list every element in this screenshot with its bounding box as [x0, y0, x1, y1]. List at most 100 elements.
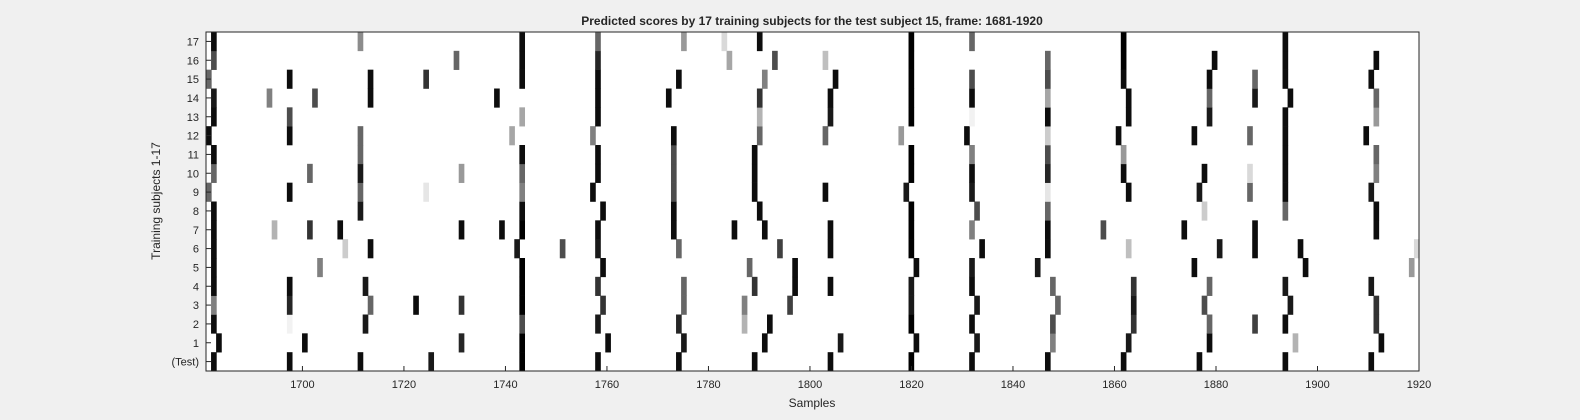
heatmap-cell: [721, 32, 728, 52]
heatmap-cell: [1373, 163, 1380, 183]
y-tick-label: (Test): [172, 357, 200, 369]
heatmap-cell: [595, 107, 601, 127]
heatmap-cell: [605, 333, 611, 353]
heatmap-cell: [1252, 88, 1258, 108]
heatmap-cell: [357, 126, 364, 146]
heatmap-cell: [1373, 314, 1380, 334]
heatmap-cell: [1368, 69, 1375, 89]
heatmap-cell: [670, 220, 677, 240]
heatmap-cell: [1216, 239, 1223, 259]
heatmap-cell: [307, 163, 313, 183]
heatmap-cell: [1363, 126, 1370, 146]
heatmap-cell: [458, 220, 465, 240]
heatmap-cell: [1044, 182, 1051, 202]
heatmap-cell: [342, 239, 349, 259]
heatmap-cell: [519, 314, 526, 334]
heatmap-cell: [676, 314, 682, 334]
heatmap-cell: [1044, 69, 1051, 89]
heatmap-cell: [286, 182, 293, 202]
heatmap-cell: [211, 32, 217, 52]
heatmap-cell: [590, 182, 596, 202]
heatmap-cell: [1252, 239, 1258, 259]
heatmap-cell: [211, 220, 217, 240]
heatmap-cell: [286, 107, 293, 127]
heatmap-cell: [1373, 145, 1380, 165]
heatmap-cell: [979, 239, 985, 259]
x-tick-label: 1760: [595, 379, 619, 391]
heatmap-cell: [670, 126, 677, 146]
heatmap-cell: [731, 220, 738, 240]
heatmap-cell: [1044, 352, 1051, 372]
heatmap-cell: [519, 333, 526, 353]
heatmap-cell: [357, 145, 364, 165]
heatmap-cell: [1034, 258, 1041, 278]
x-tick-label: 1880: [1204, 379, 1228, 391]
heatmap-cell: [1044, 201, 1051, 221]
heatmap-cell: [519, 295, 526, 315]
heatmap-cell: [302, 333, 308, 353]
heatmap-cell: [908, 276, 915, 296]
heatmap-cell: [822, 126, 829, 146]
heatmap-cell: [1373, 50, 1380, 70]
heatmap-cell: [519, 220, 526, 240]
heatmap-cell: [595, 32, 601, 52]
heatmap-cell: [559, 239, 566, 259]
heatmap-cell: [1044, 163, 1051, 183]
heatmap-cell: [772, 50, 778, 70]
heatmap-cell: [1211, 50, 1218, 70]
heatmap-cell: [969, 69, 975, 89]
heatmap-cell: [519, 201, 526, 221]
heatmap-cell: [595, 145, 601, 165]
heatmap-cell: [519, 163, 526, 183]
heatmap-cell: [792, 258, 798, 278]
y-tick-label: 11: [188, 149, 199, 161]
y-tick-label: 12: [187, 131, 199, 143]
heatmap-cell: [898, 126, 905, 146]
heatmap-cell: [286, 352, 293, 372]
heatmap-cell: [1100, 220, 1107, 240]
x-tick-label: 1900: [1305, 379, 1329, 391]
y-tick-label: 10: [187, 168, 199, 180]
heatmap-cell: [1373, 107, 1380, 127]
heatmap-cell: [595, 220, 601, 240]
heatmap-cell: [670, 182, 677, 202]
heatmap-cell: [211, 239, 217, 259]
heatmap-cell: [969, 352, 975, 372]
heatmap-cell: [908, 145, 915, 165]
heatmap-cell: [600, 295, 606, 315]
heatmap-cell: [1206, 107, 1213, 127]
heatmap-cell: [1115, 126, 1122, 146]
heatmap-cell: [969, 88, 975, 108]
x-tick-label: 1820: [899, 379, 923, 391]
heatmap-cell: [1282, 163, 1289, 183]
heatmap-cell: [1044, 220, 1051, 240]
x-tick-label: 1840: [1001, 379, 1025, 391]
heatmap-cell: [494, 88, 500, 108]
heatmap-cell: [1373, 295, 1380, 315]
heatmap-cell: [777, 239, 783, 259]
heatmap-cell: [1282, 107, 1289, 127]
heatmap-cell: [211, 258, 217, 278]
heatmap-cell: [1044, 88, 1051, 108]
heatmap-cell: [286, 126, 293, 146]
heatmap-cell: [1368, 276, 1375, 296]
heatmap-cell: [974, 201, 980, 221]
heatmap-cell: [453, 50, 460, 70]
heatmap-cell: [908, 314, 915, 334]
heatmap-cell: [1373, 220, 1380, 240]
heatmap-cell: [1050, 314, 1056, 334]
heatmap-cell: [792, 276, 798, 296]
heatmap-cell: [756, 32, 763, 52]
heatmap-cell: [1282, 32, 1289, 52]
heatmap-cell: [1206, 88, 1213, 108]
heatmap-cell: [1181, 220, 1188, 240]
heatmap-cell: [519, 352, 526, 372]
heatmap-cell: [1247, 163, 1253, 183]
heatmap-cell: [1120, 163, 1127, 183]
y-tick-label: 8: [193, 206, 199, 218]
heatmap-cell: [1282, 352, 1289, 372]
x-tick-label: 1700: [290, 379, 314, 391]
heatmap-cell: [1282, 50, 1289, 70]
